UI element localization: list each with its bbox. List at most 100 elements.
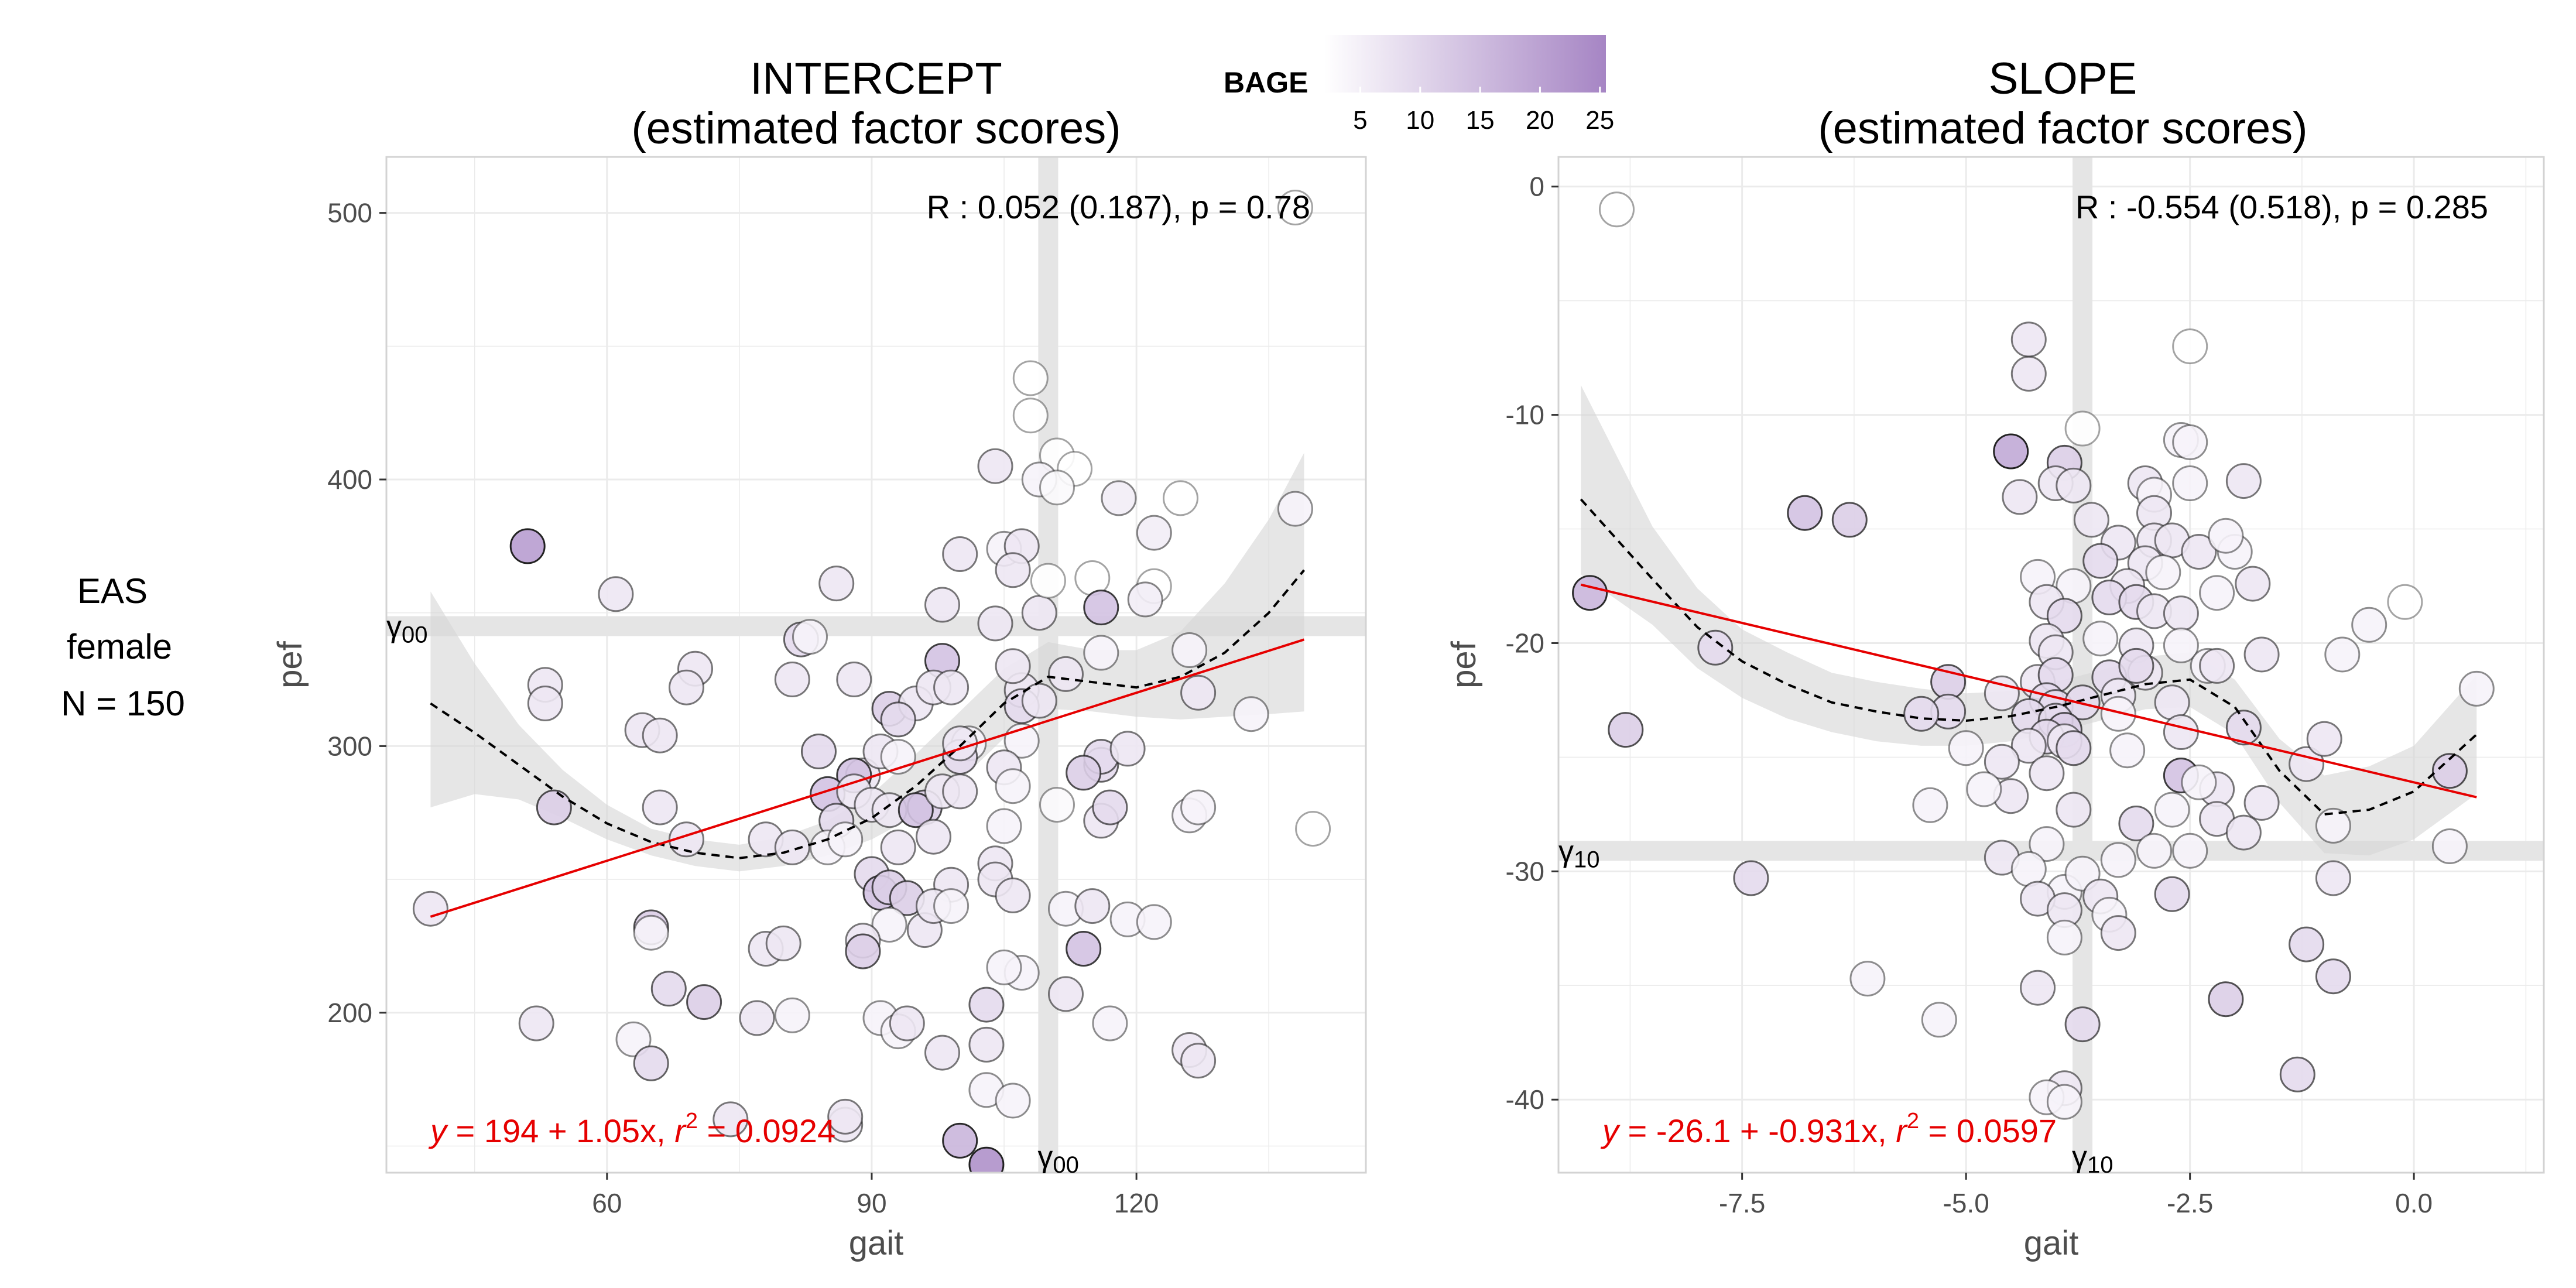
data-point: [2315, 807, 2351, 844]
y-tick-label: 0: [1529, 172, 1544, 202]
data-point: [2163, 627, 2199, 663]
data-point: [933, 888, 970, 924]
data-point: [977, 448, 1013, 484]
data-point: [1984, 675, 2020, 711]
smooth-curve: [1580, 498, 2478, 816]
data-point: [1039, 787, 1075, 823]
data-point: [2315, 860, 2351, 896]
data-point: [536, 789, 572, 825]
data-point: [1984, 744, 2020, 780]
panel-border: [1557, 156, 2545, 1174]
data-point: [1733, 860, 1769, 896]
data-point: [712, 1101, 749, 1138]
row-label-line1: EAS: [77, 571, 148, 611]
data-point: [2431, 753, 2468, 789]
panel-title: SLOPE: [1989, 54, 2137, 104]
data-point: [1277, 491, 1313, 527]
data-point: [2064, 684, 2101, 721]
data-point: [2046, 919, 2082, 955]
data-point: [2056, 467, 2092, 503]
data-point: [2118, 806, 2154, 841]
data-point: [1831, 502, 1868, 538]
data-point: [924, 587, 960, 623]
data-point: [1277, 190, 1313, 225]
gamma-y-label: γ10: [1558, 834, 1600, 872]
data-point: [1136, 515, 1172, 551]
data-point: [2235, 566, 2271, 602]
data-point: [2064, 410, 2101, 447]
data-point: [1048, 976, 1084, 1012]
data-point: [924, 1034, 960, 1071]
data-point: [2136, 833, 2172, 869]
data-point: [2458, 670, 2495, 707]
x-tick-label: -7.5: [1719, 1188, 1765, 1218]
data-point: [2145, 554, 2181, 591]
gamma-x-label: γ10: [2072, 1140, 2113, 1178]
data-point: [2056, 730, 2092, 766]
data-point: [1180, 674, 1217, 711]
data-point: [1083, 635, 1119, 671]
x-tick-label: -2.5: [2167, 1188, 2213, 1218]
scatter-points: [412, 190, 1331, 1173]
data-point: [650, 971, 687, 1007]
data-point: [1163, 480, 1198, 516]
data-point: [615, 1021, 652, 1057]
correlation-label: R : 0.052 (0.187), p = 0.78: [927, 189, 1310, 225]
slope-panel: SLOPE(estimated factor scores) -7.5 -5.0 -2…: [1445, 54, 2545, 1262]
data-point: [792, 619, 828, 655]
data-point: [2208, 518, 2244, 554]
data-point: [1697, 629, 1734, 666]
data-point: [633, 1045, 669, 1081]
data-point: [889, 1005, 925, 1042]
regression-line: [430, 638, 1305, 918]
data-point: [1136, 904, 1172, 940]
data-point: [995, 648, 1031, 684]
legend-tick-label: 25: [1585, 106, 1614, 135]
data-point: [2289, 926, 2325, 962]
data-point: [2243, 636, 2280, 673]
data-point: [968, 1026, 1005, 1063]
data-point: [765, 925, 801, 961]
data-point: [1599, 191, 1635, 228]
data-point: [995, 1083, 1031, 1119]
data-point: [2046, 1084, 2082, 1120]
data-point: [1948, 730, 1984, 766]
data-point: [774, 829, 810, 865]
intercept-panel: INTERCEPT(estimated factor scores) 60 90 12…: [271, 54, 1367, 1262]
data-point: [827, 821, 864, 858]
panel-subtitle: (estimated factor scores): [631, 104, 1121, 153]
y-tick-label: 400: [327, 464, 372, 495]
data-point: [898, 792, 934, 828]
regression-line: [1580, 583, 2477, 799]
data-point: [995, 768, 1031, 804]
y-tick-label: -20: [1506, 628, 1544, 658]
data-point: [986, 949, 1022, 985]
data-point: [1608, 712, 1644, 748]
x-axis-title: gait: [2024, 1224, 2079, 1262]
data-point: [509, 528, 546, 564]
x-tick-label: 120: [1114, 1188, 1159, 1218]
x-axis-title: gait: [849, 1224, 904, 1262]
data-point: [2010, 851, 2047, 887]
data-point: [2064, 1006, 2101, 1043]
data-point: [1993, 433, 2029, 470]
data-point: [801, 734, 837, 769]
data-point: [1012, 398, 1049, 434]
data-point: [871, 907, 907, 943]
data-point: [818, 566, 855, 602]
data-point: [1109, 731, 1146, 767]
data-point: [2225, 814, 2262, 851]
data-point: [686, 984, 722, 1020]
data-point: [2351, 607, 2387, 643]
data-point: [2181, 534, 2217, 570]
data-point: [2118, 648, 2154, 684]
data-point: [642, 717, 678, 753]
data-point: [845, 933, 881, 970]
data-point: [1039, 470, 1075, 506]
data-point: [2225, 710, 2262, 746]
data-point: [2315, 958, 2351, 995]
x-tick-label: 0.0: [2395, 1188, 2433, 1218]
data-point: [2243, 785, 2280, 821]
data-point: [880, 701, 916, 738]
legend-tick-label: 10: [1406, 106, 1434, 135]
